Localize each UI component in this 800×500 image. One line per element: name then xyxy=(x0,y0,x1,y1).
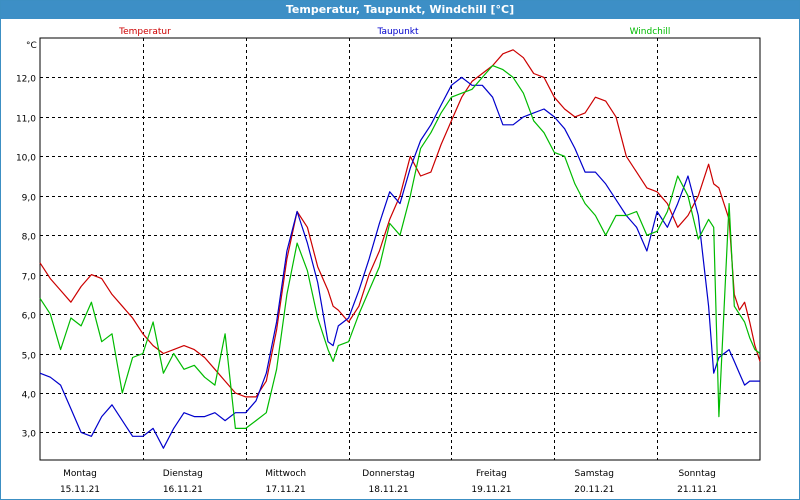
y-axis-unit: °C xyxy=(26,41,37,51)
plot-area xyxy=(39,37,761,461)
x-tick-date: 21.11.21 xyxy=(677,485,717,495)
y-tick-label: 4,0 xyxy=(22,391,37,401)
y-tick-label: 11,0 xyxy=(16,115,36,125)
x-tick-weekday: Mittwoch xyxy=(265,469,306,479)
y-tick-label: 12,0 xyxy=(16,75,36,85)
x-tick-weekday: Samstag xyxy=(575,469,614,479)
legend-taupunkt: Taupunkt xyxy=(376,27,419,37)
x-tick-date: 16.11.21 xyxy=(163,485,203,495)
series-line-taupunkt xyxy=(39,76,760,449)
y-tick-label: 10,0 xyxy=(16,154,36,164)
x-tick-date: 19.11.21 xyxy=(471,485,511,495)
y-tick-label: 3,0 xyxy=(22,430,37,440)
y-tick-label: 8,0 xyxy=(22,233,37,243)
x-tick-weekday: Sonntag xyxy=(678,469,715,479)
x-tick-weekday: Donnerstag xyxy=(362,469,415,479)
x-tick-weekday: Montag xyxy=(63,469,97,479)
x-tick-date: 15.11.21 xyxy=(60,485,100,495)
x-tick-date: 20.11.21 xyxy=(574,485,614,495)
y-tick-label: 7,0 xyxy=(22,273,37,283)
legend-temperatur: Temperatur xyxy=(118,27,171,37)
chart-title: Temperatur, Taupunkt, Windchill [°C] xyxy=(1,1,799,19)
series-line-windchill xyxy=(39,64,761,429)
x-tick-date: 18.11.21 xyxy=(369,485,409,495)
x-tick-weekday: Freitag xyxy=(476,469,507,479)
series-line-temperatur xyxy=(39,49,761,398)
x-tick-weekday: Dienstag xyxy=(163,469,203,479)
y-tick-label: 9,0 xyxy=(22,194,37,204)
x-tick-date: 17.11.21 xyxy=(266,485,306,495)
y-tick-label: 6,0 xyxy=(22,312,37,322)
y-tick-label: 5,0 xyxy=(22,352,37,362)
legend-windchill: Windchill xyxy=(630,27,671,37)
